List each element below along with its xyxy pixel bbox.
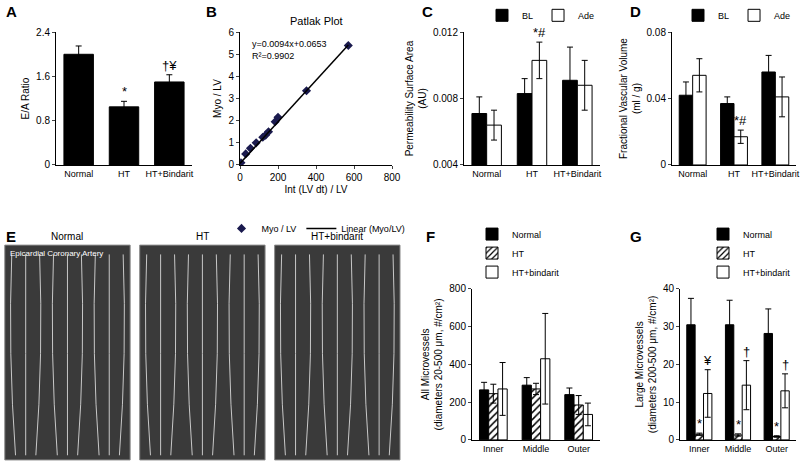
svg-text:0.012: 0.012 [433, 27, 458, 38]
svg-text:3: 3 [228, 93, 234, 104]
svg-text:*: * [122, 84, 127, 99]
svg-text:†: † [782, 357, 789, 372]
svg-text:HT+bindarit: HT+bindarit [743, 268, 790, 278]
svg-text:†¥: †¥ [162, 58, 177, 73]
svg-text:0: 0 [668, 434, 674, 445]
svg-text:G: G [630, 228, 642, 245]
svg-text:HT: HT [728, 169, 740, 179]
svg-text:¥: ¥ [703, 353, 712, 368]
svg-text:0.8: 0.8 [36, 115, 50, 126]
svg-text:Myo / LV: Myo / LV [212, 79, 223, 118]
svg-text:800: 800 [384, 172, 401, 183]
svg-text:*#: *# [734, 113, 747, 128]
svg-text:Ade: Ade [578, 11, 594, 21]
svg-text:Normal: Normal [512, 230, 541, 240]
svg-text:0: 0 [660, 159, 666, 170]
svg-text:Int (LV dt) / LV: Int (LV dt) / LV [285, 184, 348, 195]
svg-text:E/A Ratio: E/A Ratio [20, 77, 31, 119]
svg-text:Normal: Normal [743, 230, 772, 240]
svg-text:F: F [426, 228, 435, 245]
svg-text:30: 30 [663, 321, 675, 332]
svg-text:Large Microvessels(diameters 2: Large Microvessels(diameters 200-500 μm,… [634, 296, 658, 433]
svg-text:*: * [774, 419, 779, 434]
svg-text:†: † [743, 344, 750, 359]
svg-text:y=0.0094x+0.0653R²=0.9902: y=0.0094x+0.0653R²=0.9902 [252, 39, 327, 61]
svg-text:400: 400 [449, 359, 466, 370]
svg-text:B: B [206, 3, 217, 20]
svg-text:2: 2 [228, 115, 234, 126]
svg-text:600: 600 [449, 321, 466, 332]
svg-text:Middle: Middle [725, 444, 752, 454]
svg-text:HT+Bindarit: HT+Bindarit [145, 169, 193, 179]
svg-text:Fractional Vascular Volume(ml: Fractional Vascular Volume(ml / g) [618, 38, 642, 159]
svg-text:Middle: Middle [523, 444, 550, 454]
svg-text:HT: HT [743, 249, 755, 259]
svg-text:1.6: 1.6 [36, 71, 50, 82]
svg-text:*: * [697, 416, 702, 431]
svg-text:Permeability Surface Area(AU): Permeability Surface Area(AU) [404, 40, 428, 156]
svg-text:HT+bindarit: HT+bindarit [311, 231, 363, 242]
svg-text:0: 0 [44, 159, 50, 170]
svg-text:20: 20 [663, 359, 675, 370]
svg-text:Normal: Normal [64, 169, 93, 179]
svg-text:Epicardial Coronary Artery: Epicardial Coronary Artery [10, 249, 103, 258]
svg-text:HT+Bindarit: HT+Bindarit [751, 169, 799, 179]
svg-text:Ade: Ade [774, 11, 790, 21]
svg-text:Inner: Inner [689, 444, 710, 454]
svg-text:HT: HT [512, 249, 524, 259]
svg-text:0: 0 [228, 159, 234, 170]
svg-text:6: 6 [228, 27, 234, 38]
svg-text:C: C [422, 3, 433, 20]
svg-text:800: 800 [449, 283, 466, 294]
svg-text:HT+bindarit: HT+bindarit [512, 268, 559, 278]
svg-text:Patlak Plot: Patlak Plot [290, 15, 343, 27]
svg-text:Outer: Outer [567, 444, 590, 454]
svg-text:D: D [630, 3, 641, 20]
svg-text:0.004: 0.004 [433, 159, 458, 170]
svg-text:40: 40 [663, 283, 675, 294]
svg-text:600: 600 [346, 172, 363, 183]
svg-text:Linear (Myo/LV): Linear (Myo/LV) [341, 224, 404, 234]
svg-text:BL: BL [522, 11, 533, 21]
svg-text:4: 4 [228, 71, 234, 82]
svg-text:0.04: 0.04 [647, 93, 667, 104]
svg-text:0: 0 [460, 434, 466, 445]
svg-text:1: 1 [228, 137, 234, 148]
svg-text:All Microvessels(diameters 20-: All Microvessels(diameters 20-500 μm, #/… [420, 298, 444, 430]
svg-text:0.008: 0.008 [433, 93, 458, 104]
svg-text:200: 200 [270, 172, 287, 183]
svg-text:2.4: 2.4 [36, 27, 50, 38]
svg-text:Normal: Normal [472, 169, 501, 179]
svg-text:HT: HT [196, 231, 209, 242]
svg-text:Normal: Normal [678, 169, 707, 179]
svg-text:Normal: Normal [51, 231, 83, 242]
svg-text:BL: BL [718, 11, 729, 21]
svg-text:10: 10 [663, 397, 675, 408]
svg-text:*#: *# [533, 25, 546, 40]
svg-text:Myo / LV: Myo / LV [262, 224, 297, 234]
svg-text:400: 400 [308, 172, 325, 183]
svg-text:A: A [6, 3, 17, 20]
svg-text:HT: HT [526, 169, 538, 179]
svg-text:Inner: Inner [483, 444, 504, 454]
svg-text:200: 200 [449, 397, 466, 408]
svg-text:0.08: 0.08 [647, 27, 667, 38]
svg-text:Outer: Outer [765, 444, 788, 454]
svg-text:HT+Bindarit: HT+Bindarit [553, 169, 601, 179]
svg-text:0: 0 [237, 172, 243, 183]
svg-text:*: * [736, 417, 741, 432]
svg-text:HT: HT [118, 169, 130, 179]
svg-text:5: 5 [228, 49, 234, 60]
svg-text:E: E [6, 228, 16, 245]
